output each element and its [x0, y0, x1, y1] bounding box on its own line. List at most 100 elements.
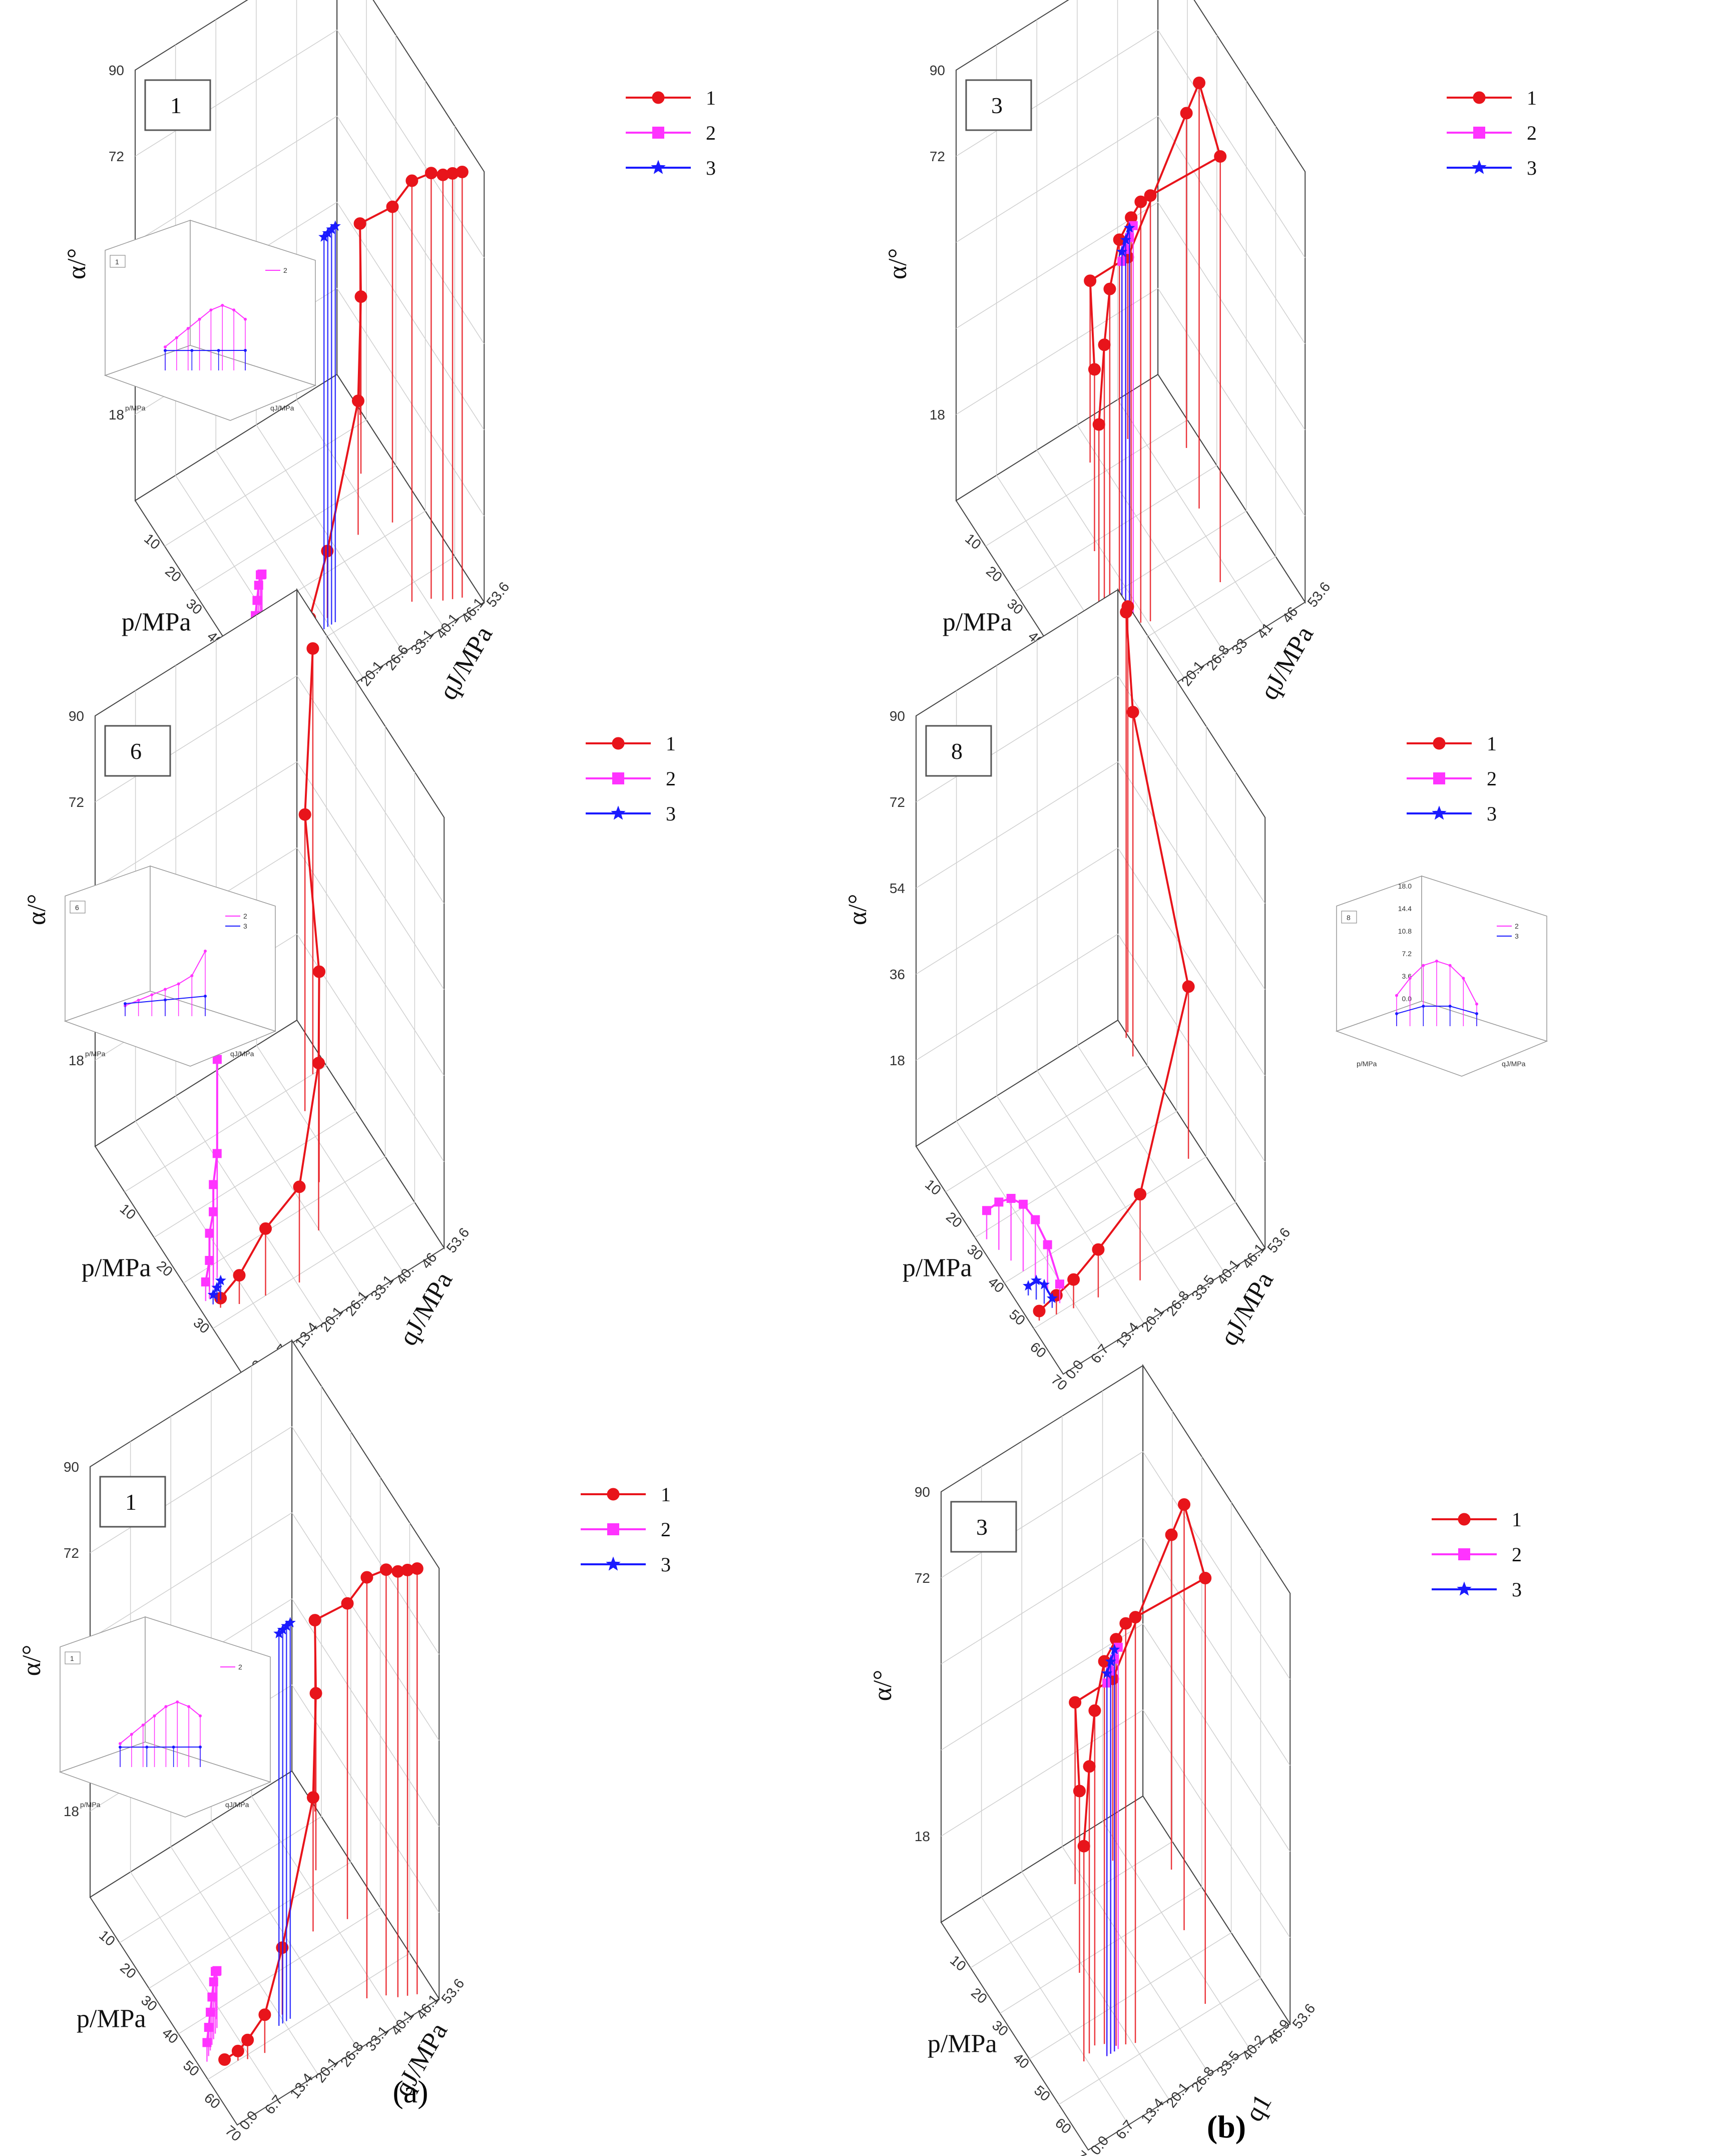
floor-gridline [1029, 1502, 1232, 2059]
series-1-point [351, 394, 364, 407]
inset-series-2-point [190, 974, 194, 978]
series-2-point [1055, 1279, 1064, 1289]
series-3-point [1038, 1278, 1050, 1289]
inset-series-3-point [164, 349, 167, 352]
floor-gridline [1000, 1457, 1202, 2014]
inset-series-2-point [1462, 977, 1465, 980]
panels: 187290α/°10203040506070p/MPa0.06.713.420… [18, 0, 1548, 2156]
series-2-point [209, 1207, 218, 1216]
legend-marker-2 [1458, 1548, 1470, 1560]
series-1-point [1180, 107, 1193, 120]
series-3-point [207, 1289, 219, 1300]
inset-series-2-point [221, 304, 224, 307]
legend-marker-3 [651, 160, 666, 174]
inset-series-2-point [137, 999, 140, 1002]
caption-b: (b) [1207, 2109, 1246, 2144]
z-tick-label: 72 [890, 794, 905, 810]
inset-floor [104, 345, 317, 421]
legend-marker-2 [612, 772, 624, 784]
series-3-point [277, 1624, 288, 1635]
series-2-point [1006, 1193, 1016, 1203]
floor-gridline [207, 1523, 410, 2080]
series-2-point [257, 570, 266, 580]
inset-series-3-point [172, 1746, 175, 1749]
wall-gridline [916, 761, 1265, 990]
inset-series-3-point [164, 998, 167, 1002]
legend-label-1: 1 [1512, 1508, 1522, 1531]
inset-series-3-line [1396, 1006, 1477, 1014]
floor-plane [89, 1770, 440, 2126]
inset-series-2-point [153, 1714, 156, 1717]
floor-gridline [178, 1477, 381, 2034]
wall-gridline [941, 1709, 1290, 1938]
series-1-point [259, 1222, 272, 1235]
series-1-point [1084, 274, 1097, 287]
panel-id-box [950, 1501, 1017, 1553]
floor-gridline [216, 1070, 364, 1299]
legend-label-3: 3 [1512, 1578, 1522, 1601]
legend-marker-3 [1457, 1581, 1472, 1596]
inset-series-3-point [124, 1002, 127, 1005]
inset-series-2-point [164, 1705, 168, 1708]
series-1-point [1129, 1611, 1142, 1624]
panel-id-box [99, 1476, 166, 1528]
z-axis-label: α/° [843, 894, 872, 926]
series-2-point [252, 596, 262, 605]
series-3-point [1109, 1643, 1120, 1654]
floor-gridline [256, 1045, 404, 1273]
inset-z-tick: 7.2 [1402, 950, 1412, 958]
inset-series-3-point [244, 349, 247, 352]
legend-marker-2 [1473, 127, 1485, 139]
floor-gridline [970, 1411, 1173, 1968]
z-tick-label: 18 [69, 1053, 84, 1068]
inset-y-label: qJ/MPa [230, 1050, 254, 1058]
floor-gridline [1058, 1548, 1261, 2105]
x-axis-label: p/MPa [943, 608, 1012, 636]
floor-gridline [119, 1386, 322, 1943]
inset-series-2-point [175, 336, 178, 339]
floor-gridline [130, 1872, 278, 2100]
inset-chart: 1 2 p/MPa qJ/MPa [59, 1616, 272, 1818]
legend-marker-2 [1433, 772, 1445, 784]
series-1-point [456, 165, 469, 178]
legend-label-2: 2 [1512, 1543, 1522, 1566]
series-3-point [322, 227, 333, 238]
x-axis-label: p/MPa [77, 2004, 146, 2033]
legend-label-3: 3 [1527, 157, 1537, 179]
inset-series-2-point [1475, 1002, 1478, 1006]
legend-marker-1 [607, 1488, 620, 1501]
series-3-point [1046, 1292, 1058, 1304]
inset-series-3-point [119, 1746, 122, 1749]
chart-panel-4: 187290α/°10203040506070p/MPa0.06.713.420… [18, 1339, 671, 2144]
legend-marker-3 [606, 1556, 621, 1571]
series-1-point [1199, 1571, 1212, 1584]
panel-id-box [925, 725, 992, 777]
legend-label-2: 2 [1487, 767, 1497, 790]
legend-label-2: 2 [661, 1518, 671, 1541]
series-1-point [308, 1614, 321, 1627]
z-tick-label: 72 [64, 1545, 79, 1561]
panel-id-label: 3 [991, 93, 1003, 118]
wall-gridline [956, 115, 1306, 344]
series-2-point [202, 2038, 212, 2047]
caption-a: (a) [392, 2074, 428, 2109]
series-1-point [312, 1057, 325, 1070]
z-tick-label: 90 [915, 1484, 930, 1500]
series-1-point [218, 2053, 231, 2066]
inset-legend-label-2: 2 [238, 1663, 242, 1671]
series-1-point [341, 1597, 354, 1610]
inset-legend-label-2: 2 [283, 266, 287, 274]
series-1-point [1083, 1760, 1096, 1773]
inset-series-2-point [150, 993, 154, 997]
series-1-point [360, 1571, 373, 1584]
chart-panel-1: 187290α/°10203040506070p/MPa0.06.71320.1… [884, 0, 1537, 748]
series-3-point [329, 220, 341, 231]
series-1-point [1092, 418, 1105, 431]
z-tick-label: 18 [930, 407, 945, 422]
floor-gridline [981, 1897, 1129, 2125]
inset-legend-label-2: 2 [1515, 922, 1519, 930]
inset-series-3-point [204, 995, 207, 998]
z-axis-label: α/° [884, 248, 912, 280]
series-1-point [1178, 1498, 1191, 1511]
